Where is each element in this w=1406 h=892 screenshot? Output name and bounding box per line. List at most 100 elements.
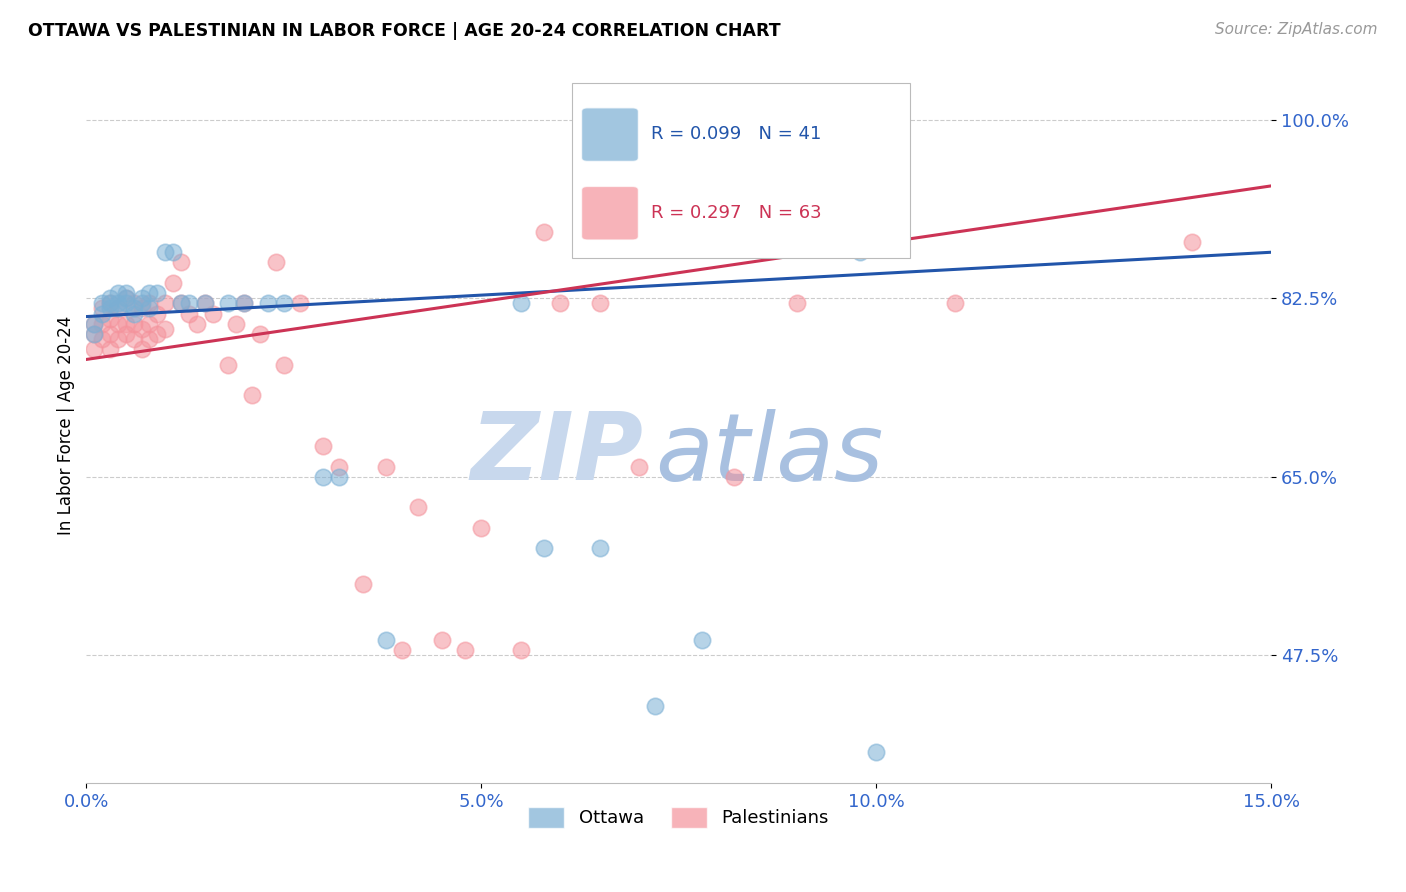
Point <box>264 255 287 269</box>
Point <box>114 286 136 301</box>
Point <box>114 326 136 341</box>
Point <box>122 296 145 310</box>
Point <box>628 459 651 474</box>
Text: Source: ZipAtlas.com: Source: ZipAtlas.com <box>1215 22 1378 37</box>
Point <box>170 296 193 310</box>
Point <box>138 296 160 310</box>
Point <box>107 301 129 316</box>
Point <box>155 296 177 310</box>
Point <box>692 633 714 648</box>
Point <box>131 296 153 310</box>
Point <box>170 255 193 269</box>
Point <box>131 343 153 357</box>
Point <box>91 296 114 310</box>
Point <box>470 521 492 535</box>
Point <box>114 291 136 305</box>
FancyBboxPatch shape <box>582 108 638 161</box>
Point <box>170 296 193 310</box>
Point <box>312 470 335 484</box>
Point <box>107 332 129 346</box>
Point <box>138 286 160 301</box>
Point <box>146 306 169 320</box>
Point <box>194 296 217 310</box>
Point <box>589 296 612 310</box>
Point <box>98 326 121 341</box>
Point <box>138 332 160 346</box>
Point <box>589 541 612 556</box>
Point <box>177 296 200 310</box>
Point <box>201 306 224 320</box>
Point <box>723 470 745 484</box>
Point <box>288 296 311 310</box>
Point <box>155 245 177 260</box>
Point <box>194 296 217 310</box>
Point <box>328 470 350 484</box>
Text: ZIP: ZIP <box>470 409 643 500</box>
Point <box>98 301 121 316</box>
Point <box>131 291 153 305</box>
FancyBboxPatch shape <box>582 186 638 240</box>
Point <box>257 296 280 310</box>
Point <box>849 245 872 260</box>
Point <box>391 643 413 657</box>
Point <box>83 326 105 341</box>
Text: R = 0.297   N = 63: R = 0.297 N = 63 <box>651 204 823 222</box>
Point <box>91 306 114 320</box>
Point <box>177 306 200 320</box>
Point <box>770 112 793 127</box>
Text: R = 0.099   N = 41: R = 0.099 N = 41 <box>651 125 823 144</box>
Point <box>273 358 295 372</box>
Point <box>406 500 429 515</box>
Point <box>83 326 105 341</box>
Point <box>865 746 887 760</box>
Point <box>533 541 555 556</box>
Point <box>83 317 105 331</box>
Point <box>138 301 160 316</box>
Point <box>186 317 208 331</box>
Point <box>131 322 153 336</box>
Point <box>225 317 247 331</box>
Point <box>240 388 263 402</box>
Point <box>162 245 184 260</box>
Point <box>810 112 832 127</box>
Point <box>533 225 555 239</box>
FancyBboxPatch shape <box>572 83 910 258</box>
Point <box>122 332 145 346</box>
Point <box>786 296 808 310</box>
Point <box>114 296 136 310</box>
Text: atlas: atlas <box>655 409 883 500</box>
Point <box>217 296 239 310</box>
Point <box>943 296 966 310</box>
Point <box>162 276 184 290</box>
Point <box>122 301 145 316</box>
Point <box>107 286 129 301</box>
Point <box>146 286 169 301</box>
Text: OTTAWA VS PALESTINIAN IN LABOR FORCE | AGE 20-24 CORRELATION CHART: OTTAWA VS PALESTINIAN IN LABOR FORCE | A… <box>28 22 780 40</box>
Point <box>352 577 374 591</box>
Point <box>375 633 398 648</box>
Point <box>114 317 136 331</box>
Point <box>375 459 398 474</box>
Point <box>430 633 453 648</box>
Point <box>98 343 121 357</box>
Point <box>155 322 177 336</box>
Point <box>107 296 129 310</box>
Point <box>91 332 114 346</box>
Point <box>233 296 256 310</box>
Point <box>122 306 145 320</box>
Point <box>312 439 335 453</box>
Point <box>98 291 121 305</box>
Point <box>509 643 531 657</box>
Point <box>548 296 571 310</box>
Legend: Ottawa, Palestinians: Ottawa, Palestinians <box>522 799 837 835</box>
Point <box>328 459 350 474</box>
Point <box>644 699 666 714</box>
Point <box>146 326 169 341</box>
Point <box>83 317 105 331</box>
Point <box>1181 235 1204 249</box>
Point <box>98 296 121 310</box>
Point <box>825 235 848 249</box>
Point <box>98 311 121 326</box>
Point <box>233 296 256 310</box>
Point <box>273 296 295 310</box>
